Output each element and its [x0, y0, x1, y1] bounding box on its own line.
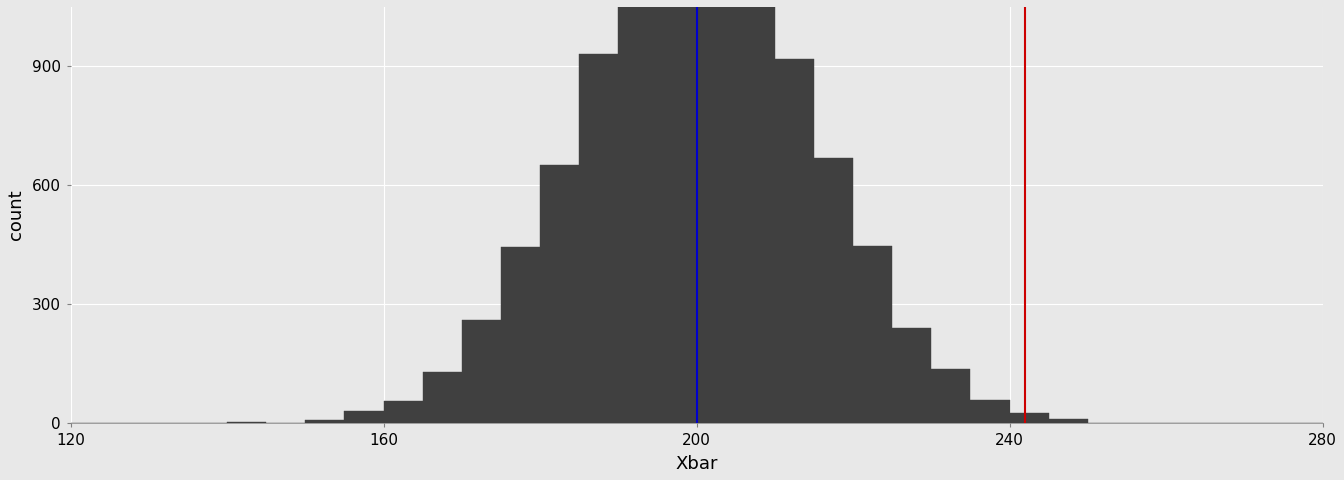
- Bar: [931, 369, 970, 423]
- Bar: [305, 420, 344, 423]
- Bar: [814, 157, 853, 423]
- X-axis label: Xbar: Xbar: [676, 455, 718, 473]
- Bar: [501, 247, 540, 423]
- Bar: [227, 422, 266, 423]
- Bar: [970, 400, 1009, 423]
- Bar: [462, 320, 501, 423]
- Bar: [1087, 422, 1128, 423]
- Bar: [696, 0, 735, 423]
- Bar: [735, 0, 775, 423]
- Bar: [618, 0, 657, 423]
- Bar: [1048, 419, 1087, 423]
- Bar: [383, 401, 423, 423]
- Bar: [579, 54, 618, 423]
- Bar: [344, 411, 383, 423]
- Bar: [892, 328, 931, 423]
- Bar: [540, 165, 579, 423]
- Bar: [423, 372, 462, 423]
- Bar: [1009, 413, 1048, 423]
- Bar: [657, 0, 696, 423]
- Bar: [1128, 422, 1167, 423]
- Bar: [775, 59, 814, 423]
- Y-axis label: count: count: [7, 190, 26, 240]
- Bar: [853, 247, 892, 423]
